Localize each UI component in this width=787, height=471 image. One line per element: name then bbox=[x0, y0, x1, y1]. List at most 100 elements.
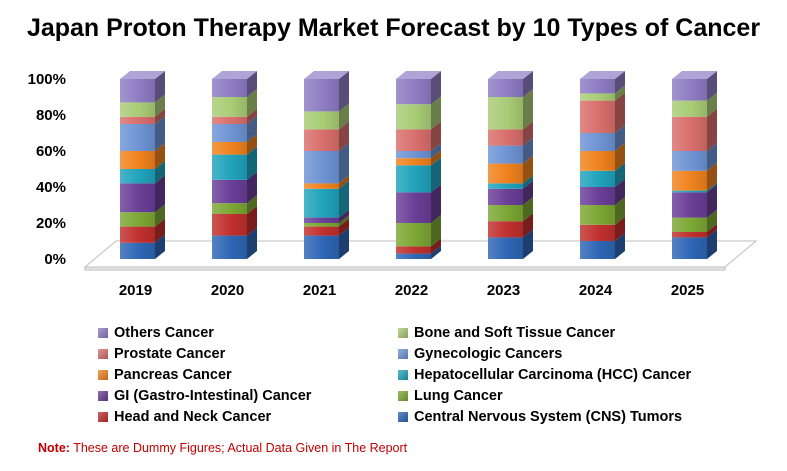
bar-side bbox=[707, 92, 717, 117]
bar-side bbox=[431, 71, 441, 105]
bar-front bbox=[304, 111, 339, 130]
bar-side bbox=[523, 213, 533, 238]
bar-segment bbox=[304, 103, 349, 130]
bar-segment bbox=[672, 92, 717, 117]
bar-segment bbox=[212, 71, 257, 97]
bar-segment bbox=[304, 175, 349, 189]
footnote: Note: These are Dummy Figures; Actual Da… bbox=[38, 441, 408, 455]
bar-front bbox=[580, 241, 615, 259]
y-tick-label: 20% bbox=[36, 215, 66, 232]
bar-segment bbox=[672, 182, 717, 193]
bar-front bbox=[396, 151, 431, 159]
bar-front bbox=[672, 232, 707, 238]
bar-segment bbox=[304, 121, 349, 151]
bar-segment bbox=[580, 85, 625, 101]
bar-front bbox=[212, 214, 247, 236]
bar-segment bbox=[212, 206, 257, 236]
bar-side bbox=[155, 108, 165, 124]
bar-front bbox=[580, 205, 615, 225]
bar-front bbox=[488, 237, 523, 259]
bar-front bbox=[120, 124, 155, 151]
bar-stack-2023 bbox=[488, 71, 533, 259]
legend-item: Pancreas Cancer bbox=[98, 366, 398, 384]
bar-segment bbox=[672, 184, 717, 218]
bar-front bbox=[672, 79, 707, 101]
bar-side bbox=[155, 161, 165, 184]
bar-side bbox=[615, 143, 625, 171]
bar-segment bbox=[580, 162, 625, 187]
y-tick-label: 60% bbox=[36, 143, 66, 160]
bar-front bbox=[212, 142, 247, 155]
bar-segment bbox=[488, 197, 533, 222]
bar-front bbox=[580, 93, 615, 101]
bar-front bbox=[672, 192, 707, 218]
bar-segment bbox=[396, 71, 441, 105]
bar-front bbox=[304, 235, 339, 259]
bar-segment bbox=[488, 213, 533, 238]
bar-side bbox=[707, 229, 717, 259]
bar-segment bbox=[120, 218, 165, 243]
bar-segment bbox=[120, 143, 165, 169]
bar-side bbox=[339, 227, 349, 259]
bar-side bbox=[707, 108, 717, 151]
legend-label: Lung Cancer bbox=[414, 388, 503, 404]
bar-segment bbox=[580, 216, 625, 241]
bar-front bbox=[304, 188, 339, 218]
bar-segment bbox=[488, 175, 533, 189]
bar-side bbox=[615, 85, 625, 101]
bar-segment bbox=[672, 143, 717, 171]
bar-front bbox=[580, 151, 615, 171]
bar-segment bbox=[304, 71, 349, 112]
y-axis: 0% 20% 40% 60% 80% 100% bbox=[28, 71, 66, 268]
bar-segment bbox=[580, 92, 625, 133]
bar-segment bbox=[120, 234, 165, 259]
bar-front bbox=[120, 212, 155, 227]
legend-label: Hepatocellular Carcinoma (HCC) Cancer bbox=[414, 367, 692, 383]
bar-segment bbox=[212, 89, 257, 117]
bar-side bbox=[339, 71, 349, 112]
bar-side bbox=[155, 143, 165, 169]
bar-front bbox=[488, 97, 523, 130]
bar-stack-2020 bbox=[212, 71, 257, 259]
chart-floor-edge bbox=[84, 266, 726, 271]
bar-side bbox=[523, 121, 533, 146]
bar-front bbox=[396, 104, 431, 130]
legend-label: Gynecologic Cancers bbox=[414, 346, 563, 362]
bar-segment bbox=[396, 215, 441, 247]
bar-side bbox=[523, 197, 533, 222]
x-tick-label: 2020 bbox=[211, 282, 244, 299]
legend-swatch bbox=[398, 349, 408, 359]
legend-swatch bbox=[398, 412, 408, 422]
legend: Others Cancer Bone and Soft Tissue Cancer… bbox=[98, 324, 738, 426]
bar-side bbox=[247, 146, 257, 180]
bar-front bbox=[304, 217, 339, 223]
bar-side bbox=[431, 157, 441, 193]
bar-front bbox=[488, 221, 523, 238]
legend-label: Others Cancer bbox=[114, 325, 214, 341]
bar-side bbox=[155, 234, 165, 259]
bar-side bbox=[615, 71, 625, 94]
legend-item: Central Nervous System (CNS) Tumors bbox=[398, 408, 718, 426]
bar-side bbox=[615, 233, 625, 259]
bar-front bbox=[580, 133, 615, 151]
bar-segment bbox=[488, 121, 533, 146]
bar-side bbox=[339, 175, 349, 189]
bar-side bbox=[523, 229, 533, 259]
bar-front bbox=[120, 169, 155, 184]
bar-side bbox=[155, 175, 165, 213]
bar-front bbox=[212, 154, 247, 180]
bar-segment bbox=[396, 150, 441, 166]
bar-front bbox=[488, 163, 523, 184]
bar-front bbox=[304, 223, 339, 227]
bar-front bbox=[488, 79, 523, 97]
bar-front bbox=[672, 151, 707, 171]
bar-side bbox=[339, 121, 349, 151]
bar-front bbox=[672, 100, 707, 117]
bar-segment bbox=[120, 71, 165, 103]
legend-label: Prostate Cancer bbox=[114, 346, 226, 362]
bar-segment bbox=[396, 245, 441, 259]
bar-front bbox=[304, 129, 339, 151]
bar-side bbox=[523, 89, 533, 130]
bar-side bbox=[339, 218, 349, 236]
